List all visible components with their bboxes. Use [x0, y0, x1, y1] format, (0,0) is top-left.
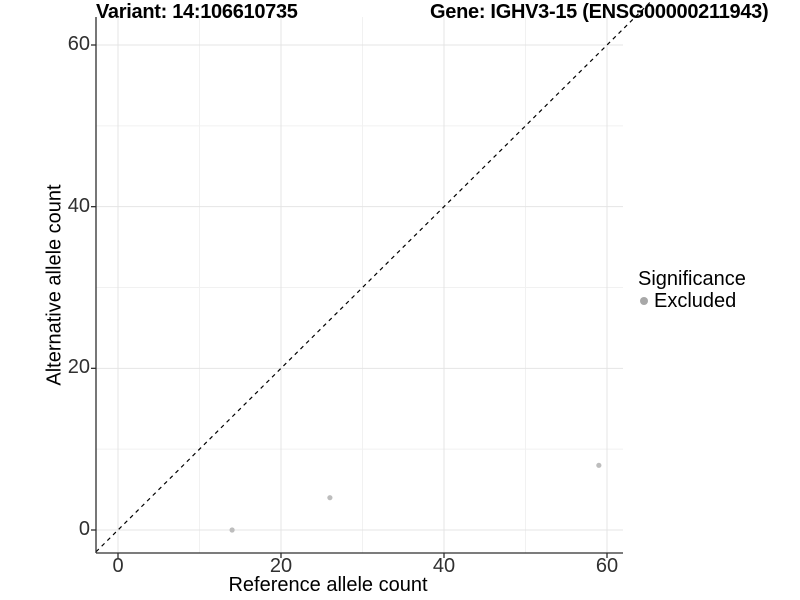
identity-line	[95, 0, 652, 553]
data-point	[596, 462, 602, 468]
y-tick-label: 0	[78, 518, 90, 540]
gridlines-major	[96, 17, 623, 553]
gridlines-minor	[96, 17, 623, 553]
data-points	[229, 462, 602, 533]
axis-lines	[95, 17, 623, 554]
legend-entry-label: Excluded	[654, 290, 737, 312]
x-tick-label: 40	[432, 555, 456, 577]
axis-tick-marks	[91, 44, 608, 558]
legend-title: Significance	[638, 268, 746, 290]
y-tick-label: 40	[67, 194, 90, 217]
plot-title-variant: Variant: 14:106610735	[96, 1, 298, 23]
y-tick-label: 20	[67, 356, 90, 379]
data-point	[229, 527, 235, 533]
x-tick-label: 0	[112, 555, 124, 577]
y-tick-label: 60	[67, 33, 90, 55]
legend-point-icon	[640, 297, 648, 305]
y-axis-title: Alternative allele count	[43, 184, 66, 386]
x-axis-title: Reference allele count	[228, 574, 428, 596]
x-tick-label: 60	[595, 555, 619, 577]
legend: Significance Excluded	[638, 268, 746, 312]
x-tick-label: 20	[269, 555, 293, 577]
plot-title-gene: Gene: IGHV3-15 (ENSG00000211943)	[430, 1, 769, 23]
data-point	[327, 495, 333, 501]
legend-entry-excluded: Excluded	[638, 290, 746, 312]
